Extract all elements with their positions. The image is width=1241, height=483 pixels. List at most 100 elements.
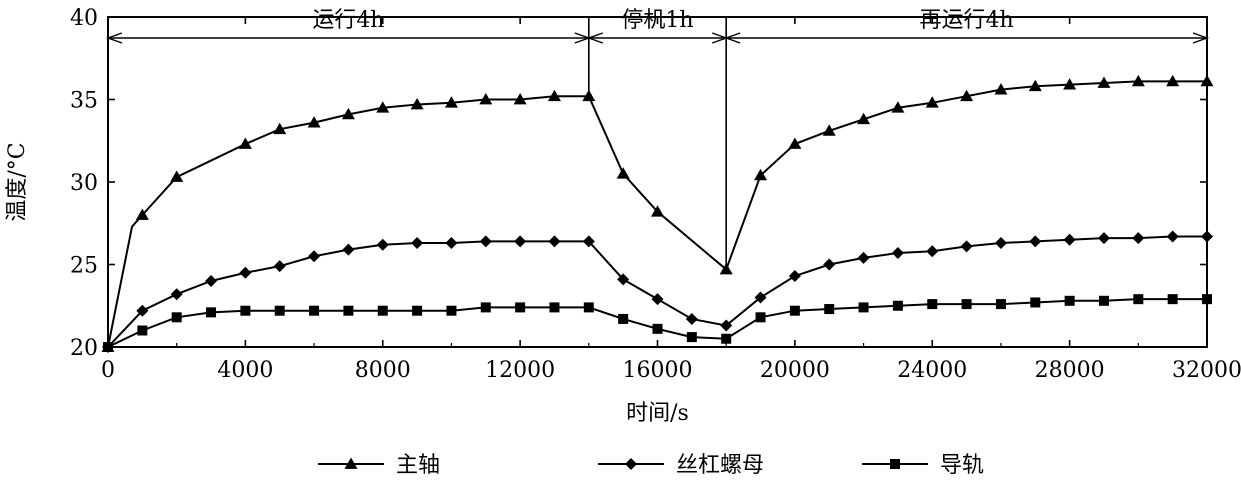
data-point	[273, 260, 286, 273]
data-point	[307, 116, 321, 128]
data-point	[548, 235, 561, 248]
legend-item-2: 导轨	[862, 453, 984, 478]
y-tick-label: 40	[70, 6, 98, 31]
series-line	[107, 80, 1207, 348]
data-point	[823, 258, 836, 271]
data-point	[1029, 235, 1042, 248]
legend-marker	[625, 458, 637, 470]
y-tick-label: 35	[70, 89, 98, 114]
phase-annotations-layer: 运行4h 停机1h 再运行4h	[105, 8, 1210, 270]
data-point	[1064, 295, 1075, 306]
data-point	[891, 246, 904, 259]
y-tick-label: 30	[70, 171, 98, 196]
data-point	[720, 319, 733, 332]
y-axis-title: 温度/°C	[5, 142, 30, 221]
data-point	[788, 270, 801, 283]
y-tick-label: 25	[70, 254, 98, 279]
legend-label: 导轨	[940, 453, 984, 478]
axis-ticks-layer: 0 4000 8000 12000 16000 20000 24000 28000 32000 2…	[70, 6, 1241, 383]
data-point	[891, 101, 905, 113]
data-point	[479, 235, 492, 248]
data-point	[444, 96, 458, 108]
data-point	[239, 266, 252, 279]
x-tick-label: 28000	[1035, 358, 1105, 383]
data-point	[582, 235, 595, 248]
data-point	[446, 305, 457, 316]
data-point	[617, 273, 630, 286]
phase-label: 再运行4h	[920, 8, 1014, 33]
data-point	[685, 312, 698, 325]
data-point	[411, 237, 424, 250]
data-point	[995, 299, 1006, 310]
data-point	[479, 93, 493, 105]
data-point	[925, 96, 939, 108]
data-point	[377, 305, 388, 316]
data-point	[616, 167, 630, 179]
data-point	[171, 312, 182, 323]
data-point	[238, 137, 252, 149]
data-point	[1201, 230, 1213, 243]
phase-label: 停机1h	[621, 8, 693, 33]
data-point	[960, 240, 973, 253]
data-point	[927, 299, 938, 310]
legend-label: 主轴	[396, 453, 440, 478]
data-point	[994, 83, 1008, 95]
data-point	[1200, 74, 1214, 87]
data-point	[892, 300, 903, 311]
data-point	[273, 122, 287, 135]
data-point	[343, 305, 354, 316]
data-point	[1132, 232, 1145, 245]
x-tick-label: 32000	[1172, 358, 1241, 383]
data-point	[135, 208, 149, 220]
data-point	[857, 251, 870, 264]
phase-arrow-head-right	[1192, 32, 1210, 44]
data-point	[547, 89, 561, 102]
data-point	[721, 333, 732, 344]
data-point	[514, 235, 527, 248]
data-point	[1063, 78, 1077, 90]
data-point	[206, 307, 217, 318]
data-point	[652, 323, 663, 334]
data-point	[309, 305, 320, 316]
data-point	[686, 332, 697, 343]
phase-arrow-head-left	[724, 32, 741, 44]
data-point	[788, 137, 802, 149]
data-point	[1030, 297, 1041, 308]
data-point	[583, 302, 594, 313]
data-point	[1097, 76, 1111, 88]
data-point	[857, 112, 871, 125]
data-point	[1166, 74, 1180, 87]
data-point	[755, 312, 766, 323]
data-point	[719, 262, 733, 275]
data-point	[1063, 233, 1076, 246]
data-point	[994, 237, 1007, 250]
data-point	[618, 313, 629, 324]
data-point	[1131, 74, 1145, 87]
data-point	[136, 304, 149, 317]
data-point	[1097, 232, 1110, 245]
x-tick-label: 8000	[355, 358, 411, 383]
data-point	[754, 291, 767, 304]
series-2	[103, 294, 1212, 352]
series-1	[102, 230, 1213, 353]
data-point	[1166, 230, 1179, 243]
x-tick-label: 20000	[760, 358, 830, 383]
data-point	[513, 93, 527, 105]
x-tick-label: 4000	[217, 358, 273, 383]
legend: 主轴 丝杠螺母 导轨	[318, 453, 984, 478]
legend-item-0: 主轴	[318, 453, 440, 478]
data-point	[824, 304, 835, 315]
data-point	[308, 250, 321, 263]
x-tick-label: 0	[101, 358, 115, 383]
series-0	[101, 74, 1214, 352]
data-point	[582, 89, 596, 102]
y-tick-label: 20	[70, 336, 98, 361]
data-point	[960, 89, 974, 102]
data-point	[410, 97, 424, 110]
x-tick-label: 12000	[485, 358, 555, 383]
data-point	[926, 245, 939, 258]
data-point	[137, 325, 148, 336]
data-point	[376, 238, 389, 251]
phase-arrow-head-left	[105, 32, 123, 44]
